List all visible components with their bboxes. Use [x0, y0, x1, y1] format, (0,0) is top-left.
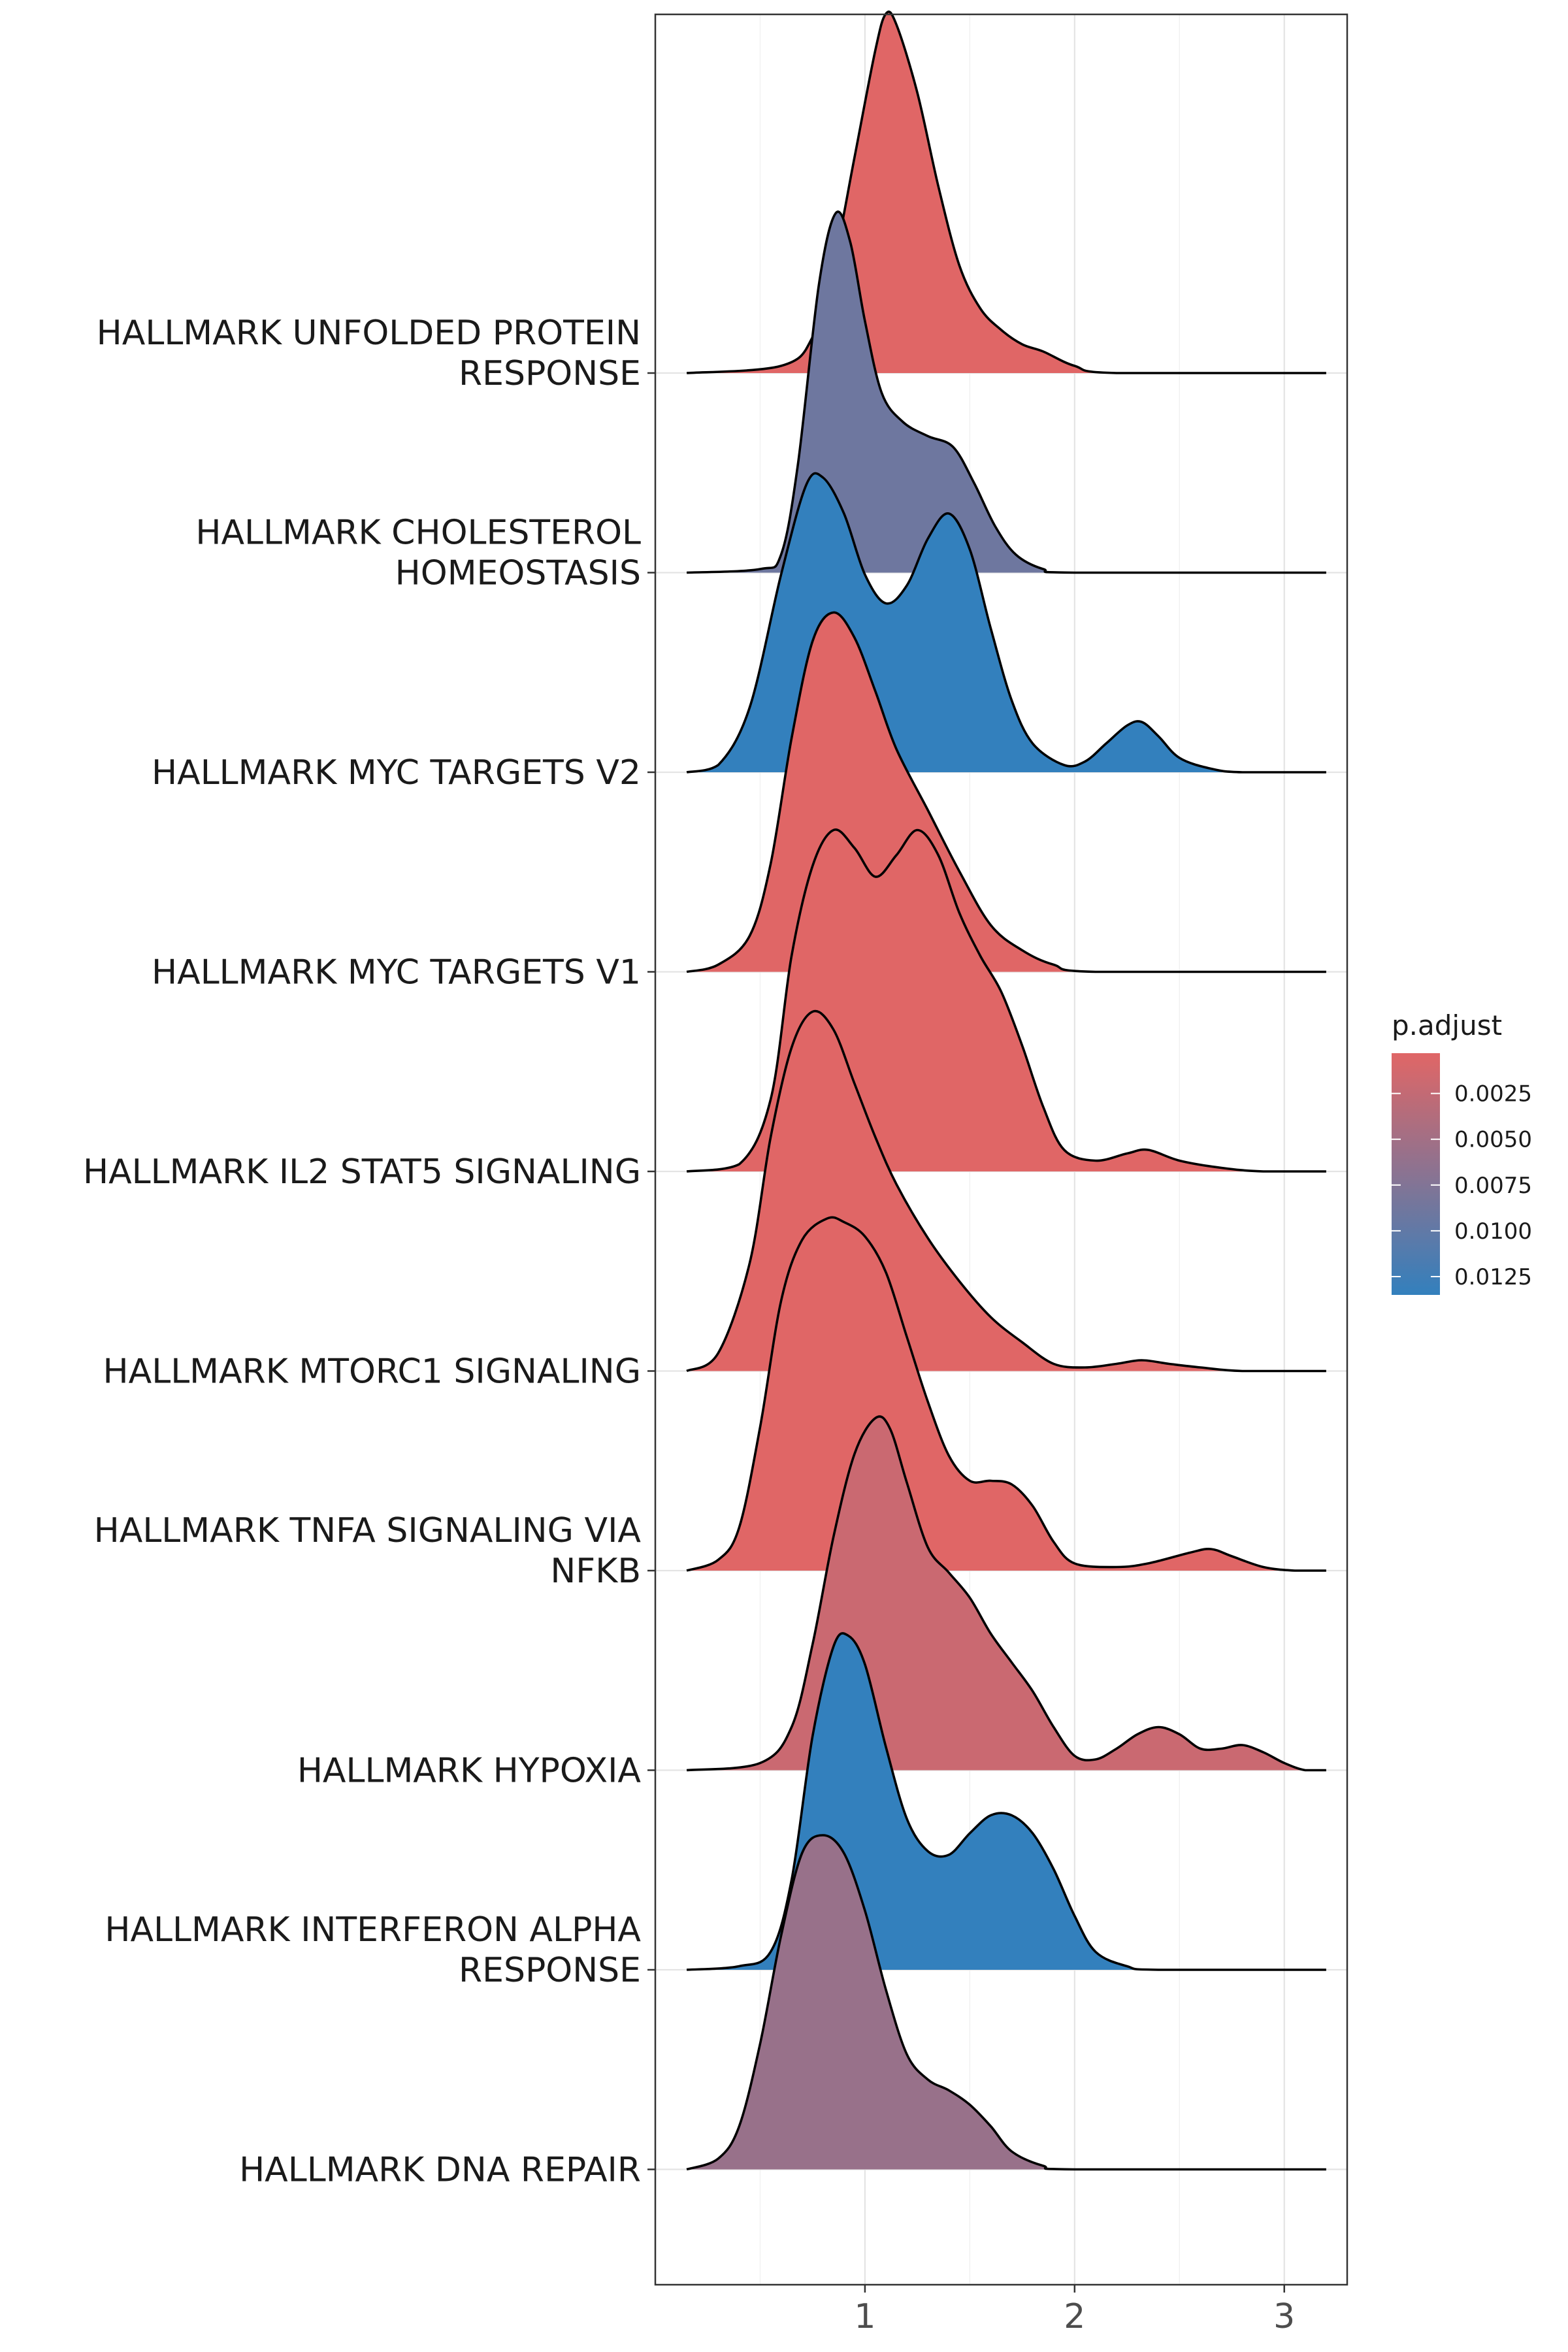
- ridge-outline: [686, 611, 1326, 973]
- y-tick-label: HALLMARK CHOLESTEROL HOMEOSTASIS: [195, 514, 641, 593]
- legend-colorbar: [1392, 1053, 1440, 1295]
- y-tick-label: HALLMARK MYC TARGETS V2: [152, 753, 641, 792]
- legend: p.adjust 0.0025 0.0050 0.0075 0.0100 0.0125: [1392, 1009, 1532, 1295]
- plot-panel-border: [654, 13, 1348, 2286]
- ridge-outline: [686, 472, 1326, 774]
- y-tick-label: HALLMARK HYPOXIA: [297, 1752, 642, 1791]
- y-tick-label: HALLMARK DNA REPAIR: [239, 2151, 641, 2190]
- ridge-outline: [687, 210, 1326, 574]
- ridge-fill: [687, 1835, 1326, 2170]
- x-tick-label: 1: [854, 2297, 875, 2336]
- y-tick-label: HALLMARK MYC TARGETS V1: [152, 953, 641, 992]
- legend-ticks: 0.0025 0.0050 0.0075 0.0100 0.0125: [1392, 1081, 1532, 1290]
- y-axis: HALLMARK UNFOLDED PROTEIN RESPONSE HALLMAR…: [83, 314, 655, 2190]
- ridge-fill: [687, 212, 1326, 573]
- y-tick-label: HALLMARK UNFOLDED PROTEIN RESPONSE: [97, 314, 641, 393]
- legend-tick-label: 0.0075: [1454, 1173, 1532, 1199]
- ridge-series: [686, 1834, 1326, 2171]
- y-tick-label: HALLMARK MTORC1 SIGNALING: [103, 1352, 641, 1392]
- ridge-series: [687, 210, 1326, 574]
- ridge-outline: [686, 1834, 1326, 2171]
- legend-tick-label: 0.0100: [1454, 1218, 1532, 1245]
- ridge-outline: [686, 828, 1326, 1173]
- ridge-outline: [686, 1415, 1326, 1772]
- y-tick-label: HALLMARK IL2 STAT5 SIGNALING: [83, 1152, 641, 1192]
- ridge-outline: [686, 1216, 1326, 1572]
- x-axis: 1 2 3: [854, 2285, 1295, 2336]
- legend-tick-label: 0.0050: [1454, 1127, 1532, 1153]
- x-tick-label: 3: [1273, 2297, 1295, 2336]
- x-tick-label: 2: [1064, 2297, 1085, 2336]
- y-tick-label: HALLMARK INTERFERON ALPHA RESPONSE: [105, 1910, 641, 1990]
- legend-tick-label: 0.0025: [1454, 1081, 1532, 1107]
- ridge-outline: [686, 1009, 1326, 1373]
- legend-tick-label: 0.0125: [1454, 1264, 1532, 1290]
- y-tick-label: HALLMARK TNFA SIGNALING VIA NFKB: [94, 1511, 642, 1591]
- plot-panel: [654, 10, 1348, 2286]
- ridges-layer: [686, 10, 1326, 2171]
- legend-title: p.adjust: [1392, 1009, 1502, 1041]
- ridge-outline: [686, 1632, 1326, 1971]
